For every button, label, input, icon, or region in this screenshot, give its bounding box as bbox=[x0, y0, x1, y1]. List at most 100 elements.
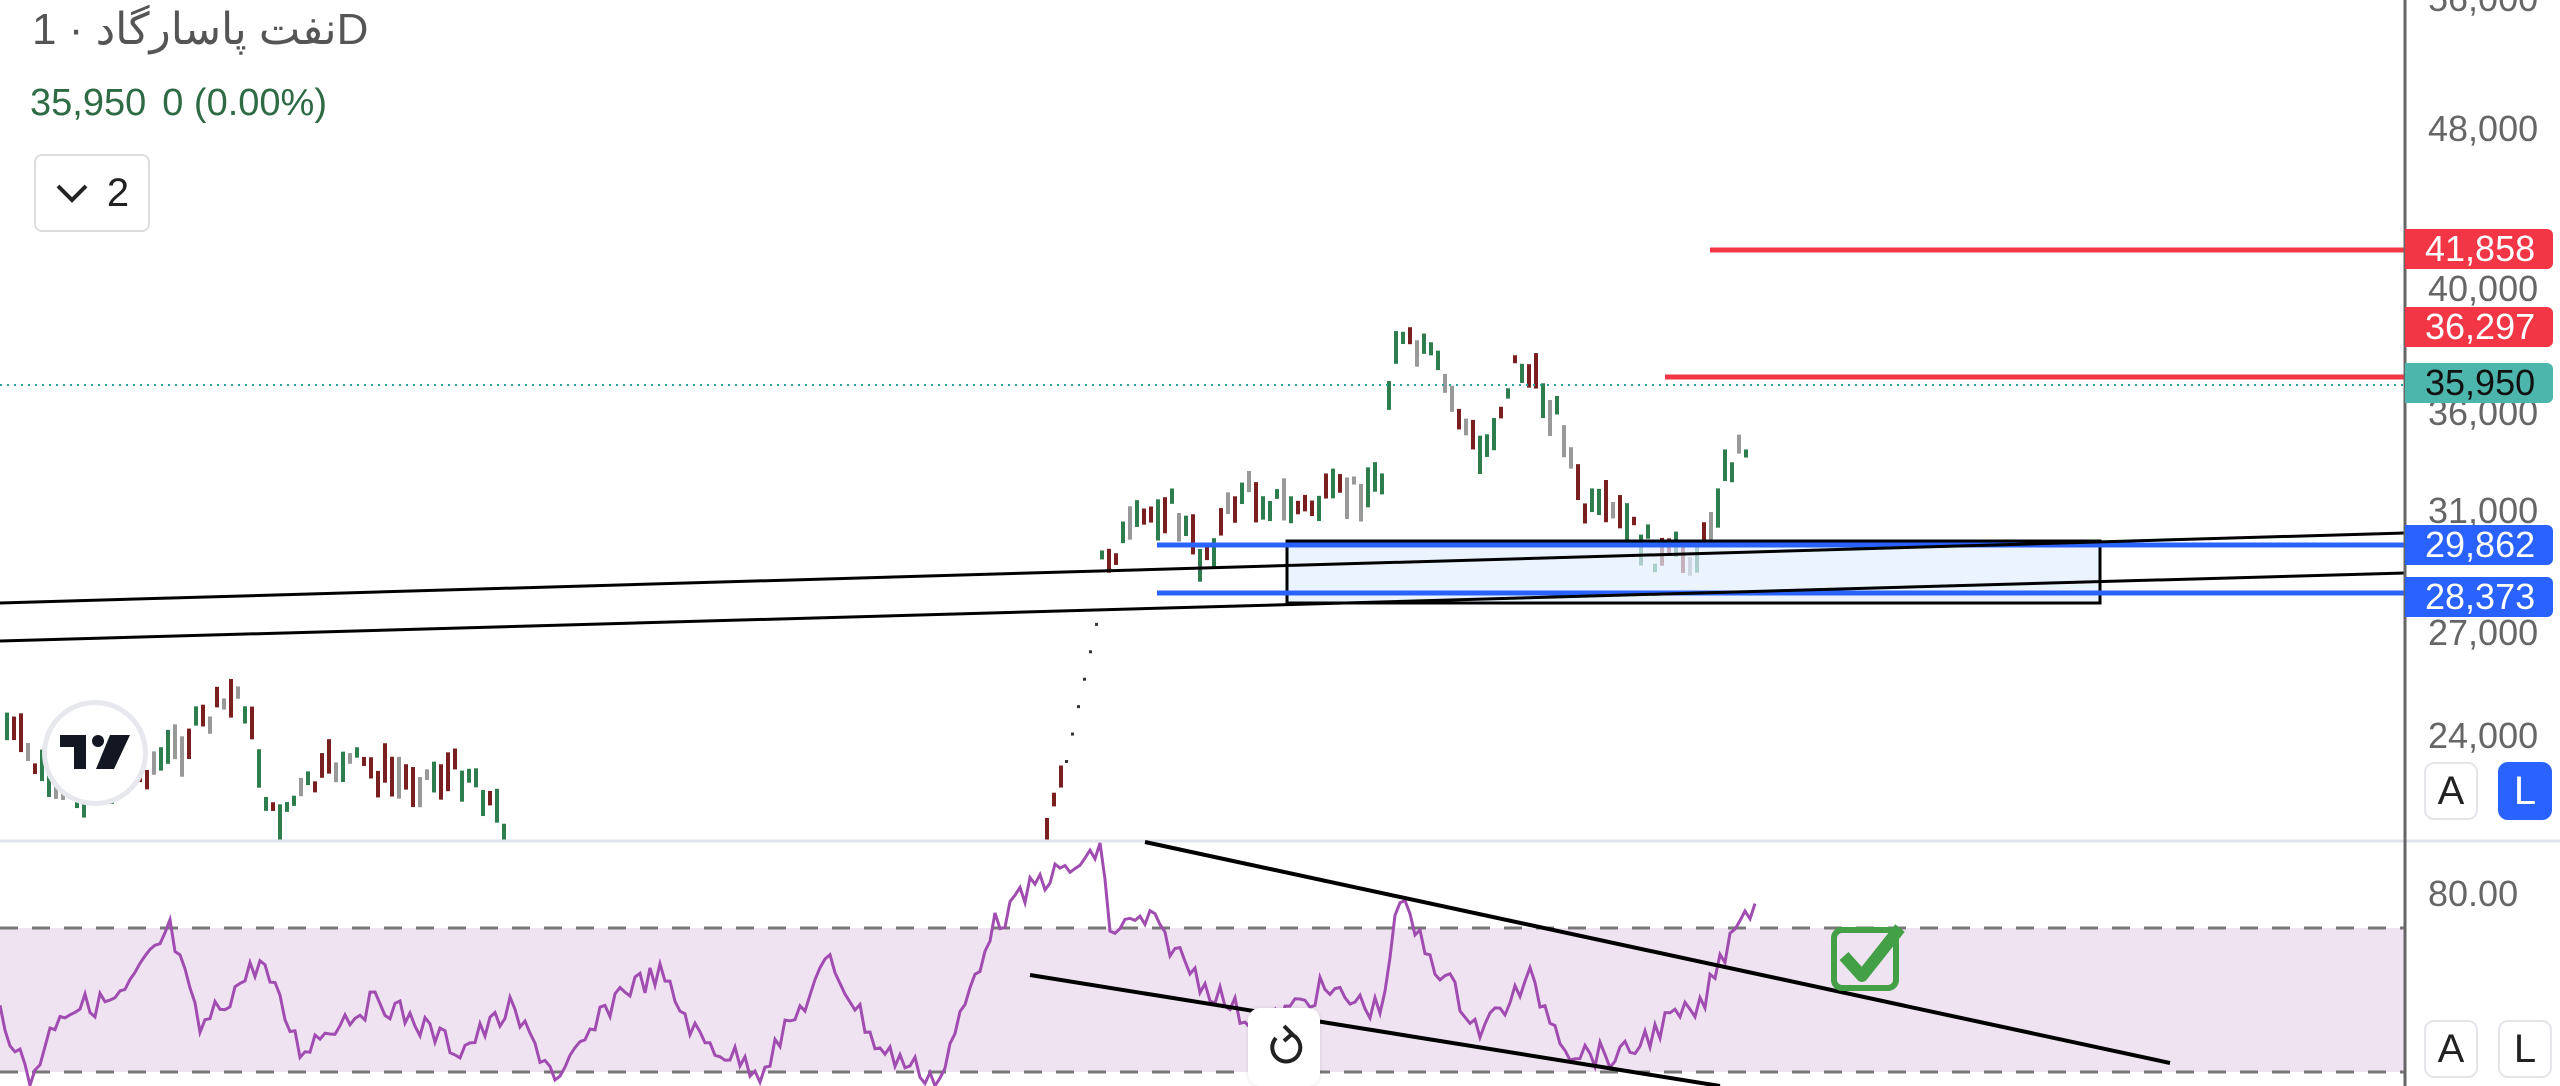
candle bbox=[1527, 364, 1531, 388]
candle bbox=[145, 769, 149, 790]
candle bbox=[495, 788, 499, 823]
axis-label: 56,000 bbox=[2428, 0, 2538, 20]
candle bbox=[229, 679, 233, 718]
candle bbox=[1219, 508, 1223, 536]
axis-label: 24,000 bbox=[2428, 715, 2539, 756]
axis-label: 27,000 bbox=[2428, 612, 2539, 653]
candle bbox=[26, 743, 30, 761]
candle bbox=[1471, 419, 1475, 450]
candle bbox=[411, 767, 415, 808]
candle bbox=[341, 751, 345, 783]
rsi-line bbox=[0, 842, 1757, 1086]
candle bbox=[1212, 538, 1216, 568]
candle bbox=[1268, 500, 1272, 522]
candle bbox=[1702, 522, 1706, 542]
candle bbox=[1163, 497, 1167, 534]
candle bbox=[306, 771, 310, 786]
candle bbox=[1583, 503, 1587, 524]
candle bbox=[1716, 488, 1720, 528]
candle bbox=[313, 781, 317, 793]
candle bbox=[1499, 406, 1503, 419]
candle bbox=[1457, 408, 1461, 430]
log-scale-button[interactable]: L bbox=[2498, 762, 2552, 820]
candle bbox=[1359, 483, 1363, 522]
candle bbox=[1184, 515, 1188, 537]
trendline-lower bbox=[0, 571, 2406, 643]
candle bbox=[1282, 478, 1286, 521]
candle bbox=[432, 761, 436, 793]
candle bbox=[418, 777, 422, 808]
candle bbox=[1646, 524, 1650, 539]
candle bbox=[264, 796, 268, 811]
candle bbox=[1576, 464, 1580, 501]
candle bbox=[1345, 477, 1349, 520]
candle bbox=[1604, 479, 1608, 523]
price-change: 0 (0.00%) bbox=[162, 82, 327, 124]
candle bbox=[397, 756, 401, 799]
candle bbox=[1177, 512, 1181, 542]
tradingview-logo[interactable] bbox=[42, 700, 148, 806]
candle bbox=[1618, 495, 1622, 529]
auto-scale-button[interactable]: A bbox=[2424, 762, 2478, 820]
candle bbox=[446, 752, 450, 792]
candle bbox=[1226, 492, 1230, 515]
candle bbox=[1352, 476, 1356, 485]
candle bbox=[369, 757, 373, 779]
candle bbox=[1296, 500, 1300, 515]
last-price: 35,950 bbox=[30, 82, 147, 124]
candle bbox=[285, 802, 289, 812]
candle bbox=[1095, 622, 1098, 626]
candle bbox=[1324, 473, 1328, 499]
candle bbox=[215, 686, 219, 708]
candle bbox=[201, 704, 205, 727]
price-tag-36297: 36,297 bbox=[2405, 307, 2553, 347]
candle bbox=[1128, 506, 1132, 540]
candle bbox=[1723, 449, 1727, 482]
rsi-axis-label: 80.00 bbox=[2428, 873, 2519, 914]
candle bbox=[1303, 494, 1307, 512]
candle bbox=[1478, 435, 1482, 474]
candle bbox=[1590, 488, 1594, 513]
candle bbox=[1415, 340, 1419, 367]
candle bbox=[1121, 521, 1125, 544]
candle bbox=[1744, 449, 1748, 458]
candle bbox=[355, 747, 359, 758]
candle bbox=[278, 804, 282, 840]
candle bbox=[19, 713, 23, 753]
rsi-log-scale-button[interactable]: L bbox=[2498, 1020, 2552, 1078]
price-tag-35950: 35,950 bbox=[2405, 363, 2553, 403]
candle bbox=[1170, 488, 1174, 504]
axis-label: 48,000 bbox=[2428, 108, 2539, 149]
candle bbox=[1156, 499, 1160, 541]
candle bbox=[166, 729, 170, 764]
candle bbox=[1331, 468, 1335, 499]
candle bbox=[1485, 434, 1489, 457]
candle bbox=[1611, 501, 1615, 519]
quote-line: 35,950 0 (0.00%) bbox=[30, 82, 343, 125]
symbol-title[interactable]: نفت پاسارگاد · 1D bbox=[32, 5, 369, 54]
candle bbox=[390, 756, 394, 797]
candle bbox=[502, 823, 506, 840]
candle bbox=[159, 747, 163, 771]
candle bbox=[1261, 496, 1265, 520]
candle bbox=[12, 716, 16, 741]
candle bbox=[236, 686, 240, 699]
candle bbox=[173, 724, 177, 760]
price-tag-41858: 41,858 bbox=[2405, 229, 2553, 269]
reset-chart-button[interactable] bbox=[1248, 1008, 1320, 1086]
candle bbox=[1198, 548, 1202, 582]
candle bbox=[320, 753, 324, 778]
candle bbox=[1387, 381, 1391, 410]
candle bbox=[1597, 488, 1601, 516]
indicators-toggle-button[interactable]: 2 bbox=[34, 154, 150, 232]
reset-icon bbox=[1270, 1024, 1303, 1064]
candle bbox=[1077, 705, 1080, 709]
rsi-auto-scale-button[interactable]: A bbox=[2424, 1020, 2478, 1078]
price-tag-29862: 29,862 bbox=[2405, 525, 2553, 565]
candle bbox=[187, 728, 191, 760]
candle bbox=[1045, 817, 1049, 840]
candle bbox=[1240, 482, 1244, 505]
candle bbox=[250, 706, 254, 740]
candle bbox=[327, 739, 331, 774]
